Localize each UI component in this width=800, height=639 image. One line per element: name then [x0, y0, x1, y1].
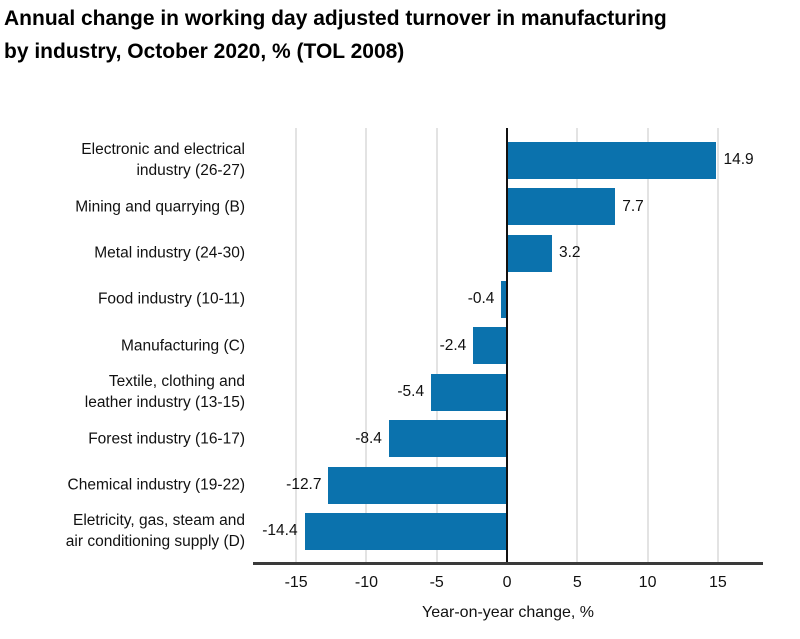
- bar: [431, 373, 507, 411]
- gridline: [576, 128, 579, 562]
- category-label: Textile, clothing and leather industry (1…: [85, 371, 245, 413]
- x-tick-label: 10: [638, 574, 657, 591]
- category-label-line: Eletricity, gas, steam and: [72, 512, 245, 530]
- category-label: Metal industry (24-30): [94, 243, 245, 264]
- bar: [473, 327, 507, 365]
- x-tick-label: -10: [354, 574, 378, 591]
- value-label: -12.7: [286, 476, 322, 493]
- x-tick-label: 15: [708, 574, 727, 591]
- category-label: Eletricity, gas, steam and air conditioni…: [66, 510, 245, 552]
- x-tick-label: -15: [284, 574, 308, 591]
- value-label: -14.4: [262, 522, 298, 540]
- gridline: [435, 128, 438, 562]
- value-label: 3.2: [558, 244, 581, 261]
- category-label: Electronic and electrical industry (26-27…: [81, 139, 245, 181]
- value-label: -0.4: [467, 290, 495, 308]
- bar: [501, 280, 507, 318]
- category-label-line: Forest industry (16-17): [88, 430, 245, 448]
- category-label-line: Electronic and electrical: [81, 141, 245, 159]
- bar: [507, 141, 717, 179]
- value-label: -8.4: [355, 429, 382, 447]
- category-label: Chemical industry (19-22): [68, 475, 245, 496]
- category-label: Manufacturing (C): [121, 335, 245, 356]
- x-tick-label: 0: [502, 574, 512, 591]
- bar: [388, 420, 507, 458]
- x-tick-label: -5: [429, 574, 444, 591]
- category-label-line: air conditioning supply (D): [65, 533, 245, 551]
- category-label-line: Manufacturing (C): [120, 337, 245, 355]
- gridline: [295, 128, 298, 562]
- category-label-line: Metal industry (24-30): [94, 244, 245, 262]
- zero-line: [506, 128, 509, 562]
- category-label-line: Chemical industry (19-22): [67, 476, 245, 494]
- value-label: 14.9: [723, 151, 754, 169]
- gridline: [716, 128, 719, 562]
- category-label-line: Food industry (10-11): [97, 290, 245, 308]
- value-label: -5.4: [397, 383, 425, 401]
- category-label: Mining and quarrying (B): [75, 196, 245, 217]
- category-label-line: leather industry (13-15): [84, 394, 245, 412]
- bar: [328, 466, 507, 504]
- gridline: [365, 128, 368, 562]
- chart-title: Annual change in working day adjusted tu…: [4, 2, 667, 68]
- gridline: [646, 128, 649, 562]
- bar: [507, 188, 616, 226]
- bar: [507, 234, 552, 272]
- chart-title-line1: Annual change in working day adjusted tu…: [4, 7, 667, 30]
- chart-title-line2: by industry, October 2020, % (TOL 2008): [4, 40, 405, 63]
- category-label-line: industry (26-27): [136, 162, 245, 180]
- category-label-line: Textile, clothing and: [108, 373, 245, 391]
- value-label: -2.4: [439, 336, 467, 354]
- value-label: 7.7: [622, 197, 644, 215]
- x-axis-title: Year-on-year change, %: [422, 604, 594, 621]
- category-label: Forest industry (16-17): [88, 428, 245, 449]
- bar: [304, 512, 507, 550]
- plot-area: [253, 128, 763, 565]
- category-label: Food industry (10-11): [98, 289, 245, 310]
- x-tick-label: 5: [572, 574, 582, 591]
- category-label-line: Mining and quarrying (B): [75, 198, 245, 216]
